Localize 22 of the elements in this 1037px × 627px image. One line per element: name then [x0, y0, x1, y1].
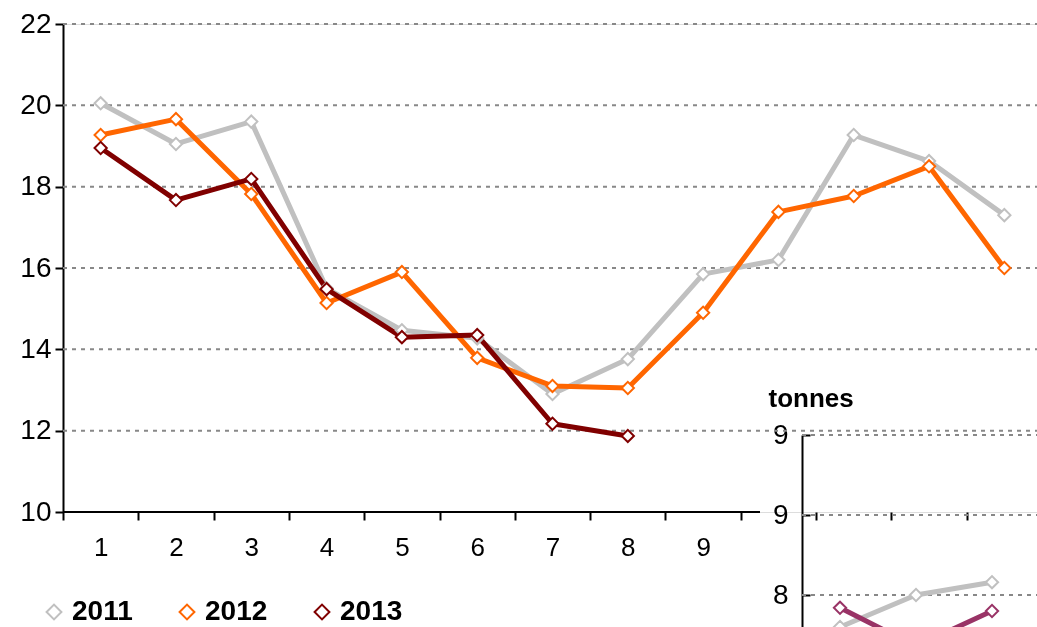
x-tick-label: 9 [696, 531, 711, 562]
y-tick-label: 20 [20, 88, 52, 120]
legend-label: 2011 [72, 595, 133, 626]
x-tick-label: 4 [319, 531, 335, 562]
y-tick-label: 10 [20, 495, 52, 527]
legend-label: 2012 [205, 595, 268, 626]
x-tick-label: 8 [621, 531, 636, 562]
y-tick-label: 16 [20, 251, 52, 283]
x-tick-label: 6 [470, 531, 485, 562]
y-tick-label: 12 [20, 414, 52, 446]
legend-label: 2013 [340, 595, 403, 626]
y-tick-label: 9 [772, 498, 789, 530]
y-tick-label: 14 [20, 332, 52, 364]
y-axis-title: tonnes [768, 382, 854, 413]
x-tick-label: 1 [93, 531, 109, 562]
x-tick-label: 5 [395, 531, 410, 562]
x-tick-label: 7 [545, 531, 561, 562]
y-tick-label: 8 [772, 578, 789, 610]
x-tick-label: 3 [244, 531, 259, 562]
y-tick-label: 18 [20, 170, 52, 202]
x-tick-label: 2 [169, 531, 184, 562]
y-tick-label: 22 [20, 7, 52, 39]
